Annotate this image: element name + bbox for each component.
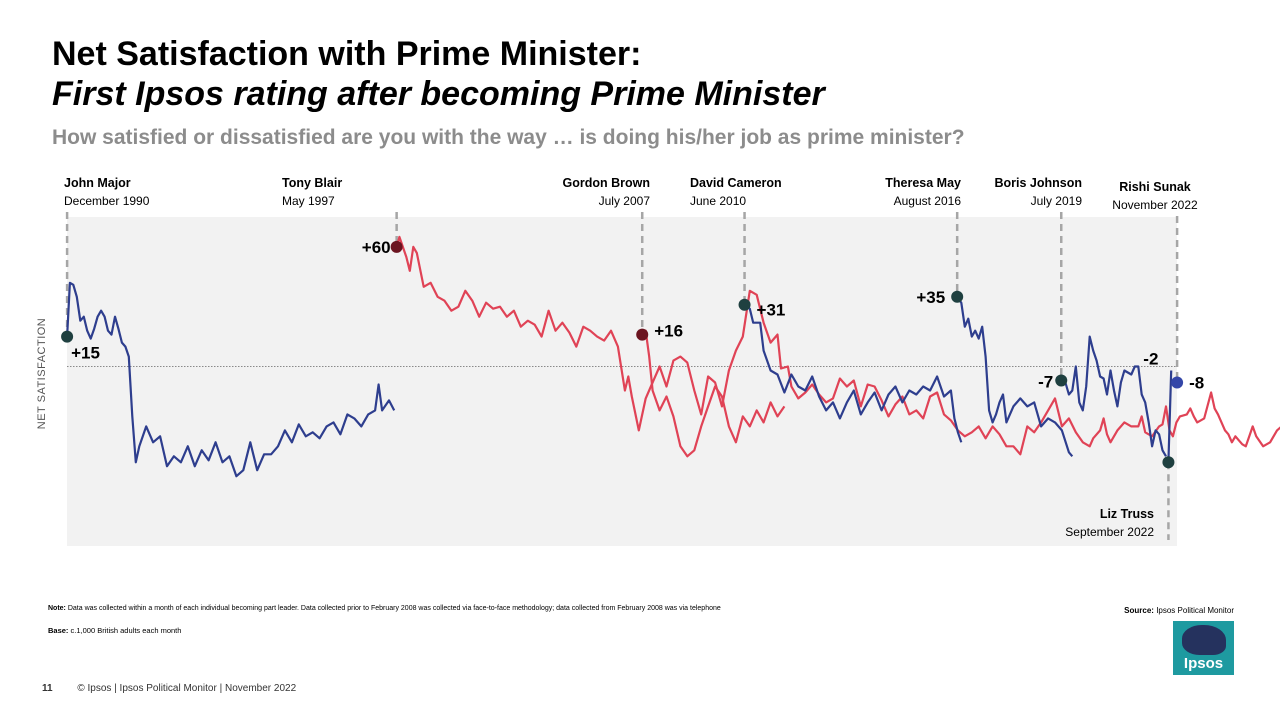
value-label-tony-blair: +60 bbox=[362, 238, 391, 257]
series-line-theresa-may bbox=[956, 296, 1074, 458]
base-note: Base: c.1,000 British adults each month bbox=[48, 626, 181, 635]
value-label-david-cameron: +31 bbox=[757, 301, 786, 320]
leader-name-liz-truss: Liz Truss bbox=[1100, 507, 1154, 521]
marker-john-major bbox=[61, 330, 74, 343]
slide-title: Net Satisfaction with Prime Minister: Fi… bbox=[52, 34, 825, 114]
value-label-theresa-may: +35 bbox=[916, 288, 945, 307]
series-line-liz-truss bbox=[1167, 370, 1173, 463]
footer: 11 © Ipsos | Ipsos Political Monitor | N… bbox=[42, 683, 296, 694]
base-text: c.1,000 British adults each month bbox=[70, 626, 182, 635]
logo-head-icon bbox=[1182, 625, 1226, 655]
note-label: Note: bbox=[48, 605, 66, 612]
marker-david-cameron bbox=[738, 298, 751, 311]
question-subtitle: How satisfied or dissatisfied are you wi… bbox=[52, 126, 965, 149]
leader-date-gordon-brown: July 2007 bbox=[599, 194, 651, 208]
leader-date-liz-truss: September 2022 bbox=[1065, 525, 1154, 539]
marker-tony-blair bbox=[390, 240, 403, 253]
leader-date-john-major: December 1990 bbox=[64, 194, 150, 208]
leader-name-david-cameron: David Cameron bbox=[690, 176, 782, 190]
leader-name-tony-blair: Tony Blair bbox=[282, 176, 342, 190]
leader-date-theresa-may: August 2016 bbox=[894, 194, 962, 208]
leader-date-david-cameron: June 2010 bbox=[690, 194, 746, 208]
page-number: 11 bbox=[42, 683, 53, 694]
value-label-rishi-sunak: -8 bbox=[1189, 373, 1204, 392]
logo-wordmark: Ipsos bbox=[1183, 655, 1224, 672]
leader-name-boris-johnson: Boris Johnson bbox=[994, 176, 1082, 190]
source-note: Source: Ipsos Political Monitor bbox=[1124, 606, 1234, 615]
leader-name-rishi-sunak: Rishi Sunak bbox=[1119, 180, 1191, 194]
series-line-tony-blair bbox=[395, 235, 1280, 456]
marker-boris-johnson bbox=[1055, 374, 1068, 387]
source-label: Source: bbox=[1124, 606, 1154, 615]
source-text: Ipsos Political Monitor bbox=[1156, 606, 1234, 615]
marker-liz-truss bbox=[1162, 456, 1175, 469]
ipsos-logo: Ipsos bbox=[1173, 621, 1234, 675]
series-line-gordon-brown bbox=[641, 329, 786, 458]
marker-rishi-sunak bbox=[1171, 376, 1184, 389]
plot-background bbox=[67, 217, 1177, 546]
net-satisfaction-chart: NET SATISFACTION John Major December 1990… bbox=[36, 176, 1280, 546]
series-line-boris-johnson bbox=[1060, 335, 1167, 457]
title-line-1: Net Satisfaction with Prime Minister: bbox=[52, 35, 642, 73]
leader-date-boris-johnson: July 2019 bbox=[1031, 194, 1083, 208]
leader-date-rishi-sunak: November 2022 bbox=[1112, 198, 1198, 212]
note-text: Data was collected within a month of eac… bbox=[67, 605, 721, 612]
leader-date-tony-blair: May 1997 bbox=[282, 194, 335, 208]
series-line-david-cameron bbox=[743, 303, 963, 443]
leader-name-john-major: John Major bbox=[64, 176, 131, 190]
y-axis-label: NET SATISFACTION bbox=[36, 318, 48, 430]
series-line-john-major bbox=[66, 281, 396, 478]
methodology-note: Note: Data was collected within a month … bbox=[48, 605, 756, 613]
marker-theresa-may bbox=[951, 290, 964, 303]
title-line-2: First Ipsos rating after becoming Prime … bbox=[52, 75, 825, 113]
value-label-boris-johnson: -7 bbox=[1038, 373, 1053, 392]
leader-name-gordon-brown: Gordon Brown bbox=[563, 176, 651, 190]
marker-gordon-brown bbox=[636, 328, 649, 341]
value-label-gordon-brown: +16 bbox=[654, 322, 683, 341]
leader-name-theresa-may: Theresa May bbox=[885, 176, 961, 190]
value-label-john-major: +15 bbox=[71, 344, 100, 363]
footer-text: © Ipsos | Ipsos Political Monitor | Nove… bbox=[77, 683, 297, 694]
base-label: Base: bbox=[48, 626, 69, 635]
value-label-liz-truss: -2 bbox=[1143, 349, 1158, 368]
